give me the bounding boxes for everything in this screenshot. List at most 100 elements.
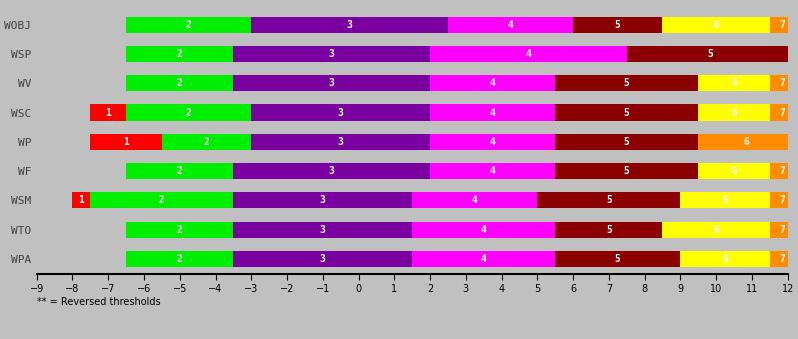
Bar	[413, 251, 555, 267]
Bar	[430, 46, 626, 62]
Text: 4: 4	[480, 254, 487, 264]
Bar	[90, 192, 233, 208]
Bar	[555, 75, 698, 91]
Text: 6: 6	[722, 195, 728, 205]
Text: 4: 4	[490, 107, 496, 118]
Bar	[126, 222, 233, 238]
Bar	[233, 222, 413, 238]
Text: 2: 2	[177, 225, 183, 235]
Text: 3: 3	[329, 49, 334, 59]
Bar	[126, 46, 233, 62]
Text: 7: 7	[780, 195, 785, 205]
Text: 3: 3	[329, 78, 334, 88]
Bar	[448, 17, 573, 33]
Bar	[770, 104, 795, 121]
Bar	[555, 251, 681, 267]
Bar	[90, 104, 126, 121]
Text: 2: 2	[177, 254, 183, 264]
Bar	[162, 134, 251, 150]
Bar	[555, 222, 662, 238]
Bar	[698, 134, 795, 150]
Text: 6: 6	[713, 225, 719, 235]
Text: 2: 2	[177, 166, 183, 176]
Text: 6: 6	[731, 166, 737, 176]
Bar	[233, 192, 413, 208]
Bar	[126, 251, 233, 267]
Text: 4: 4	[490, 78, 496, 88]
Bar	[770, 222, 795, 238]
Bar	[233, 163, 430, 179]
Bar	[770, 192, 795, 208]
Text: 3: 3	[338, 137, 344, 147]
Bar	[698, 75, 770, 91]
Text: 3: 3	[346, 20, 353, 30]
Bar	[430, 75, 555, 91]
Bar	[662, 17, 770, 33]
Text: 2: 2	[159, 195, 165, 205]
Text: 3: 3	[329, 166, 334, 176]
Text: 5: 5	[624, 137, 630, 147]
Bar	[126, 163, 233, 179]
Bar	[573, 17, 662, 33]
Text: 5: 5	[614, 254, 621, 264]
Text: 3: 3	[320, 195, 326, 205]
Bar	[770, 17, 795, 33]
Bar	[413, 192, 537, 208]
Bar	[555, 134, 698, 150]
Text: 4: 4	[525, 49, 531, 59]
Bar	[681, 251, 770, 267]
Text: 4: 4	[508, 20, 513, 30]
Bar	[233, 251, 413, 267]
Text: 6: 6	[722, 254, 728, 264]
Bar	[430, 163, 555, 179]
Bar	[698, 104, 770, 121]
Bar	[73, 192, 90, 208]
Bar	[413, 222, 555, 238]
Text: 6: 6	[744, 137, 749, 147]
Bar	[90, 134, 162, 150]
Text: 7: 7	[780, 166, 785, 176]
Text: 5: 5	[708, 49, 713, 59]
Bar	[770, 75, 795, 91]
Text: 1: 1	[123, 137, 129, 147]
Text: 7: 7	[780, 20, 785, 30]
Bar	[126, 17, 251, 33]
Text: 4: 4	[472, 195, 478, 205]
Bar	[626, 46, 795, 62]
Text: 2: 2	[203, 137, 210, 147]
Bar	[662, 222, 770, 238]
Text: ** = Reversed thresholds: ** = Reversed thresholds	[37, 297, 160, 307]
Text: 6: 6	[731, 107, 737, 118]
Bar	[430, 104, 555, 121]
Bar	[233, 75, 430, 91]
Bar	[126, 104, 251, 121]
Bar	[555, 104, 698, 121]
Text: 3: 3	[338, 107, 344, 118]
Bar	[698, 163, 770, 179]
Text: 5: 5	[614, 20, 621, 30]
Bar	[430, 134, 555, 150]
Text: 2: 2	[186, 20, 192, 30]
Text: 2: 2	[186, 107, 192, 118]
Text: 7: 7	[780, 254, 785, 264]
Text: 1: 1	[78, 195, 85, 205]
Text: 5: 5	[624, 78, 630, 88]
Text: 3: 3	[320, 254, 326, 264]
Text: 7: 7	[780, 225, 785, 235]
Text: 7: 7	[780, 78, 785, 88]
Bar	[555, 163, 698, 179]
Text: 3: 3	[320, 225, 326, 235]
Text: 5: 5	[606, 225, 612, 235]
Bar	[251, 104, 430, 121]
Text: 1: 1	[105, 107, 111, 118]
Text: 4: 4	[490, 137, 496, 147]
Text: 5: 5	[624, 166, 630, 176]
Text: 4: 4	[490, 166, 496, 176]
Text: 5: 5	[606, 195, 612, 205]
Text: 6: 6	[731, 78, 737, 88]
Text: 7: 7	[780, 107, 785, 118]
Bar	[251, 17, 448, 33]
Bar	[770, 163, 795, 179]
Text: 2: 2	[177, 78, 183, 88]
Bar	[537, 192, 681, 208]
